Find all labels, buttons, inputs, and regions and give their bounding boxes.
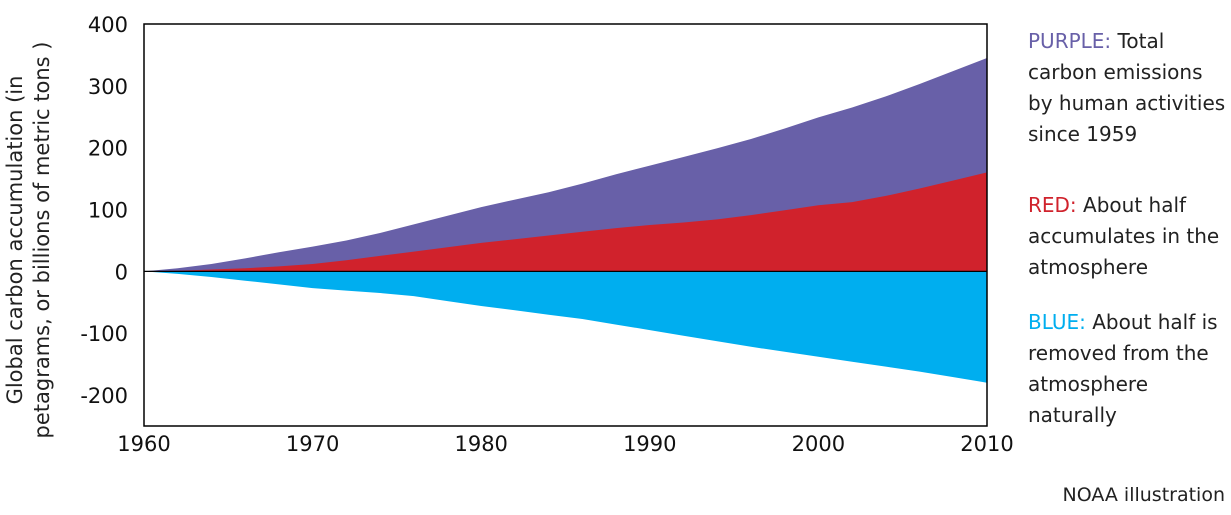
legend-purple: PURPLE: Total carbon emissions by human … — [1028, 26, 1228, 150]
y-tick-label: -200 — [80, 384, 128, 408]
legend-purple-text: Total carbon emissions by human activiti… — [1028, 29, 1226, 146]
legend-red-text: About half accumulates in the atmosphere — [1028, 193, 1220, 279]
x-tick-label: 1980 — [454, 432, 507, 456]
x-tick-label: 1990 — [623, 432, 676, 456]
y-tick-label: 200 — [88, 137, 128, 161]
legend-purple-key: PURPLE: — [1028, 29, 1112, 53]
y-tick-label: 400 — [88, 13, 128, 37]
legend-blue-text: About half is removed from the atmospher… — [1028, 310, 1218, 427]
y-tick-label: -100 — [80, 322, 128, 346]
y-axis-label-line1: Global carbon accumulation (in — [3, 76, 27, 405]
x-axis-ticks: 1960 1970 1980 1990 2000 2010 — [117, 432, 1013, 456]
y-tick-label: 100 — [88, 199, 128, 223]
y-tick-label: 0 — [115, 260, 128, 284]
legend-red: RED: About half accumulates in the atmos… — [1028, 190, 1228, 283]
chart-areas — [144, 58, 987, 383]
plot-frame — [143, 23, 988, 427]
y-axis-ticks: 400 300 200 100 0 -100 -200 — [80, 13, 128, 408]
legend-blue-key: BLUE: — [1028, 310, 1086, 334]
x-tick-label: 2010 — [960, 432, 1013, 456]
y-tick-label: 300 — [88, 75, 128, 99]
x-tick-label: 1970 — [286, 432, 339, 456]
legend-blue: BLUE: About half is removed from the atm… — [1028, 307, 1228, 431]
area-blue — [144, 271, 987, 383]
x-tick-label: 2000 — [792, 432, 845, 456]
credit-text: NOAA illustration — [1062, 484, 1225, 506]
area-red — [144, 172, 987, 272]
x-tick-label: 1960 — [117, 432, 170, 456]
y-axis-label-line2: petagrams, or billions of metric tons ) — [30, 42, 54, 439]
legend-red-key: RED: — [1028, 193, 1077, 217]
